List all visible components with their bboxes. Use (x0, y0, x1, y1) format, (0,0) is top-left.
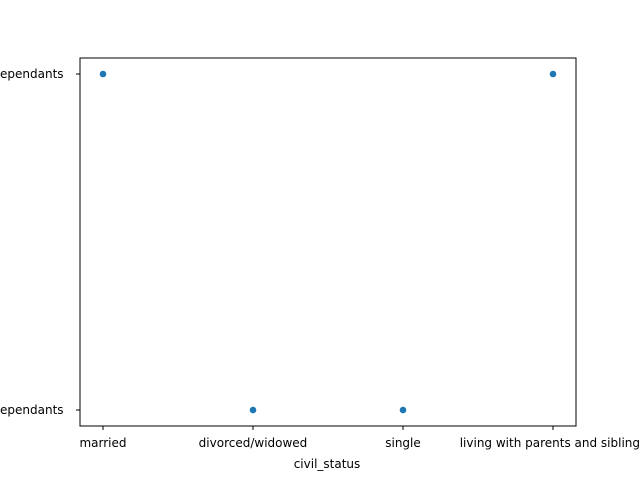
x-tick-label: divorced/widowed (199, 436, 308, 450)
x-axis-label: civil_status (294, 457, 361, 471)
scatter-point (399, 406, 407, 414)
y-tick-label: ependants (0, 67, 64, 81)
plot-frame (79, 57, 577, 427)
scatter-point (249, 406, 257, 414)
x-tick-label: single (385, 436, 421, 450)
scatter-point (99, 70, 107, 78)
x-tick-label: married (79, 436, 126, 450)
x-tick-label: living with parents and siblings (460, 436, 640, 450)
scatter-point (549, 70, 557, 78)
y-tick-label: ependants (0, 403, 64, 417)
